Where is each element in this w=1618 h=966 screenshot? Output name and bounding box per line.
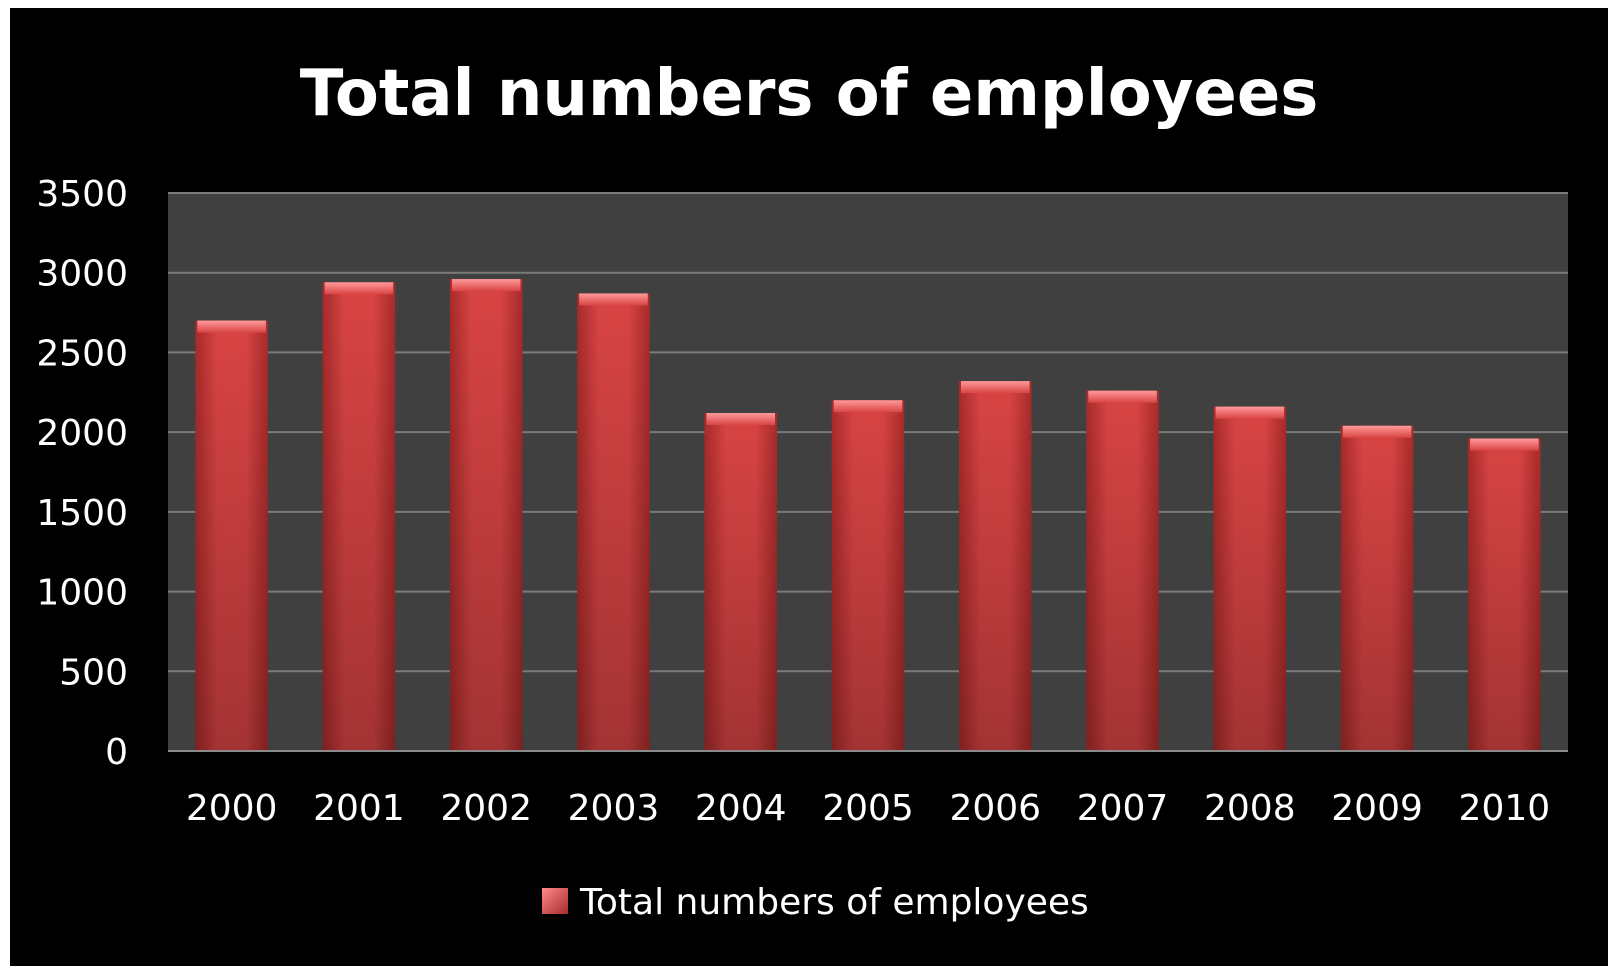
- bar: [195, 320, 268, 751]
- y-tick-label: 0: [105, 732, 128, 773]
- x-tick-label: 2007: [1077, 788, 1169, 829]
- bar: [449, 279, 523, 751]
- bar-cap: [579, 293, 648, 306]
- legend-label: Total numbers of employees: [579, 882, 1089, 923]
- x-tick-label: 2010: [1459, 788, 1551, 829]
- bar: [1468, 438, 1541, 751]
- x-tick-label: 2004: [695, 788, 787, 829]
- x-tick-label: 2006: [949, 788, 1041, 829]
- bar-shade: [1468, 438, 1541, 751]
- bar-cap: [197, 320, 266, 333]
- bar-shade: [831, 400, 905, 751]
- x-tick-label: 2005: [822, 788, 914, 829]
- bar: [1340, 425, 1414, 751]
- bars: [195, 279, 1541, 751]
- y-tick-label: 1000: [36, 573, 128, 614]
- bar-cap: [1215, 406, 1285, 419]
- x-axis-ticks: 2000 2001 2002 2003 2004 2005 2006 2007 2008 2009…: [186, 788, 1550, 829]
- legend-swatch: [542, 888, 568, 914]
- y-tick-label: 3500: [36, 174, 128, 215]
- x-tick-label: 2003: [568, 788, 660, 829]
- bar-shade: [704, 413, 777, 751]
- x-tick-label: 2000: [186, 788, 278, 829]
- bar-shade: [1213, 406, 1287, 751]
- y-tick-label: 500: [59, 652, 128, 693]
- bar-shade: [1086, 390, 1159, 751]
- bar: [959, 381, 1032, 751]
- bar-shade: [1340, 425, 1414, 751]
- bar: [1086, 390, 1159, 751]
- y-tick-label: 2000: [36, 413, 128, 454]
- y-tick-label: 2500: [36, 333, 128, 374]
- y-axis-ticks: 0 500 1000 1500 2000 2500 3000 3500: [36, 174, 128, 773]
- bar: [831, 400, 905, 751]
- bar: [322, 282, 396, 751]
- x-tick-label: 2009: [1331, 788, 1423, 829]
- bar-cap: [961, 381, 1030, 394]
- bar-shade: [449, 279, 523, 751]
- bar-cap: [451, 279, 521, 292]
- legend: Total numbers of employees: [542, 882, 1089, 923]
- bar-cap: [833, 400, 903, 413]
- x-tick-label: 2008: [1204, 788, 1296, 829]
- bar-cap: [1342, 425, 1412, 438]
- bar: [577, 293, 650, 751]
- bar-shade: [577, 293, 650, 751]
- chart-title: Total numbers of employees: [300, 57, 1319, 131]
- bar: [704, 413, 777, 751]
- y-tick-label: 3000: [36, 254, 128, 295]
- bar-shade: [195, 320, 268, 751]
- y-tick-label: 1500: [36, 493, 128, 534]
- bar-cap: [1088, 390, 1157, 403]
- bar-cap: [1470, 438, 1539, 451]
- x-tick-label: 2001: [313, 788, 405, 829]
- bar-shade: [959, 381, 1032, 751]
- bar: [1213, 406, 1287, 751]
- bar-cap: [706, 413, 775, 426]
- bar-shade: [322, 282, 396, 751]
- bar-cap: [324, 282, 394, 295]
- x-tick-label: 2002: [440, 788, 532, 829]
